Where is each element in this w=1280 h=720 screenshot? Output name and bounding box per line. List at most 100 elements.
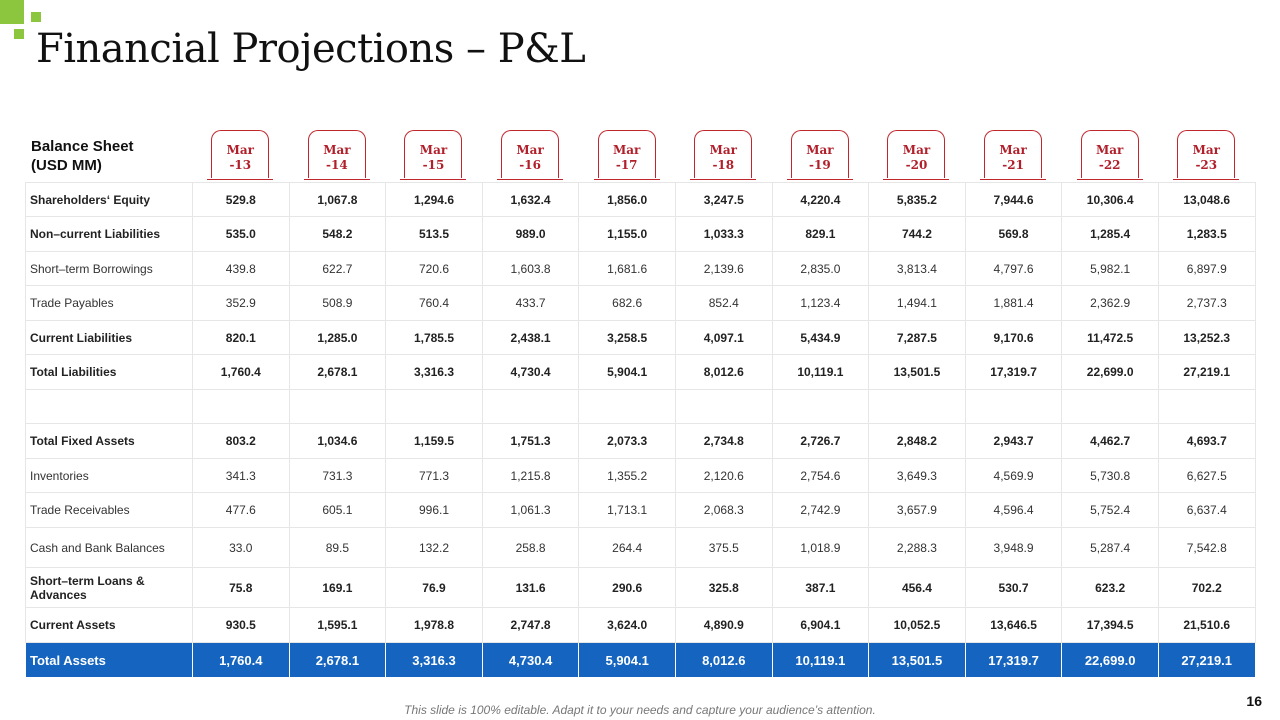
table-cell: 5,904.1 — [578, 354, 676, 390]
table-cell: 6,627.5 — [1157, 458, 1256, 493]
table-cell: 17,319.7 — [964, 354, 1063, 390]
column-header: Mar -19 — [772, 130, 869, 181]
table-header-label: Balance Sheet (USD MM) — [31, 137, 191, 175]
column-header-month: Mar — [323, 143, 351, 157]
table-cell: 820.1 — [192, 320, 290, 355]
table-cell: 4,693.7 — [1157, 423, 1256, 459]
table-cell: 290.6 — [578, 567, 676, 608]
table-cell: 8,012.6 — [674, 642, 773, 678]
table-cell: 375.5 — [674, 527, 773, 568]
table-cell: 623.2 — [1061, 567, 1159, 608]
table-cell: 131.6 — [481, 567, 580, 608]
column-header-tab: Mar -21 — [984, 130, 1043, 178]
table-cell: 325.8 — [674, 567, 773, 608]
column-header-year: -14 — [326, 158, 348, 172]
table-cell: 3,649.3 — [868, 458, 966, 493]
table-cell: 2,848.2 — [868, 423, 966, 459]
table-cell: 5,287.4 — [1061, 527, 1159, 568]
row-label: Short–term Loans & Advances — [25, 567, 193, 608]
table-cell: 5,904.1 — [578, 642, 676, 678]
table-cell: 2,073.3 — [578, 423, 676, 459]
table-cell: 2,139.6 — [674, 251, 773, 286]
column-header-tab: Mar -17 — [597, 130, 656, 178]
table-row: Current Liabilities 820.1 1,285.0 1,785.5 2,… — [25, 320, 1256, 355]
table-cell — [288, 389, 387, 424]
row-label: Inventories — [25, 458, 193, 493]
column-header-month: Mar — [1192, 143, 1220, 157]
table-cell — [385, 389, 483, 424]
table-cell: 89.5 — [288, 527, 387, 568]
row-label: Short–term Borrowings — [25, 251, 193, 286]
table-row: Inventories 341.3 731.3 771.3 1,215.8 1,355.2… — [25, 458, 1256, 493]
table-cell: 75.8 — [192, 567, 290, 608]
column-header-year: -19 — [809, 158, 831, 172]
table-cell: 1,632.4 — [481, 182, 580, 217]
table-cell: 10,119.1 — [771, 354, 870, 390]
table-cell: 1,494.1 — [868, 285, 966, 321]
table-cell: 27,219.1 — [1157, 642, 1256, 678]
table-cell: 3,624.0 — [578, 607, 676, 643]
decor-square-large — [0, 0, 24, 24]
table-cell: 1,285.0 — [288, 320, 387, 355]
table-cell: 439.8 — [192, 251, 290, 286]
column-header: Mar -16 — [482, 130, 579, 181]
table-cell: 1,681.6 — [578, 251, 676, 286]
table-cell: 5,752.4 — [1061, 492, 1159, 528]
table-cell: 513.5 — [385, 216, 483, 252]
table-cell: 2,120.6 — [674, 458, 773, 493]
column-header-year: -15 — [422, 158, 445, 172]
table-cell: 9,170.6 — [964, 320, 1063, 355]
table-cell: 258.8 — [481, 527, 580, 568]
table-row: Trade Payables 352.9 508.9 760.4 433.7 682.6 8… — [25, 285, 1256, 321]
header-label-line: Balance Sheet — [31, 138, 134, 155]
table-cell: 352.9 — [192, 285, 290, 321]
column-header-underline — [400, 179, 467, 180]
table-cell: 33.0 — [192, 527, 290, 568]
table-cell: 2,742.9 — [771, 492, 870, 528]
row-label: Current Assets — [25, 607, 193, 643]
table-cell: 3,948.9 — [964, 527, 1063, 568]
spacer-row — [25, 389, 1256, 424]
table-cell: 682.6 — [578, 285, 676, 321]
table-cell: 7,944.6 — [964, 182, 1063, 217]
column-header-underline — [593, 179, 660, 180]
table-cell: 11,472.5 — [1061, 320, 1159, 355]
column-header-year: -23 — [1195, 158, 1218, 172]
table-cell: 720.6 — [385, 251, 483, 286]
column-header-year: -13 — [229, 158, 252, 172]
column-header-tab: Mar -18 — [694, 130, 753, 178]
column-header-tab: Mar -14 — [307, 130, 366, 178]
table-cell: 530.7 — [964, 567, 1063, 608]
table-cell: 1,856.0 — [578, 182, 676, 217]
table-cell: 341.3 — [192, 458, 290, 493]
table-cell: 13,252.3 — [1157, 320, 1256, 355]
table-cell: 1,595.1 — [288, 607, 387, 643]
table-cell: 771.3 — [385, 458, 483, 493]
table-cell: 456.4 — [868, 567, 966, 608]
row-label: Trade Payables — [25, 285, 193, 321]
table-cell: 1,283.5 — [1157, 216, 1256, 252]
table-cell — [964, 389, 1063, 424]
table-cell: 7,287.5 — [868, 320, 966, 355]
table-cell: 760.4 — [385, 285, 483, 321]
column-header-month: Mar — [1095, 143, 1124, 157]
table-cell: 17,394.5 — [1061, 607, 1159, 643]
table-cell: 5,434.9 — [771, 320, 870, 355]
column-header: Mar -17 — [578, 130, 675, 181]
column-header-month: Mar — [419, 143, 448, 157]
table-cell: 852.4 — [674, 285, 773, 321]
table-cell: 2,943.7 — [964, 423, 1063, 459]
table-cell: 7,542.8 — [1157, 527, 1256, 568]
table-cell: 2,438.1 — [481, 320, 580, 355]
table-cell: 605.1 — [288, 492, 387, 528]
table-cell: 27,219.1 — [1157, 354, 1256, 390]
table-cell: 132.2 — [385, 527, 483, 568]
table-cell: 1,285.4 — [1061, 216, 1159, 252]
table-cell: 731.3 — [288, 458, 387, 493]
table-cell: 1,033.3 — [674, 216, 773, 252]
table-cell: 1,603.8 — [481, 251, 580, 286]
table-cell: 4,097.1 — [674, 320, 773, 355]
column-header-month: Mar — [226, 143, 254, 157]
column-header-month: Mar — [806, 143, 834, 157]
table-cell: 508.9 — [288, 285, 387, 321]
